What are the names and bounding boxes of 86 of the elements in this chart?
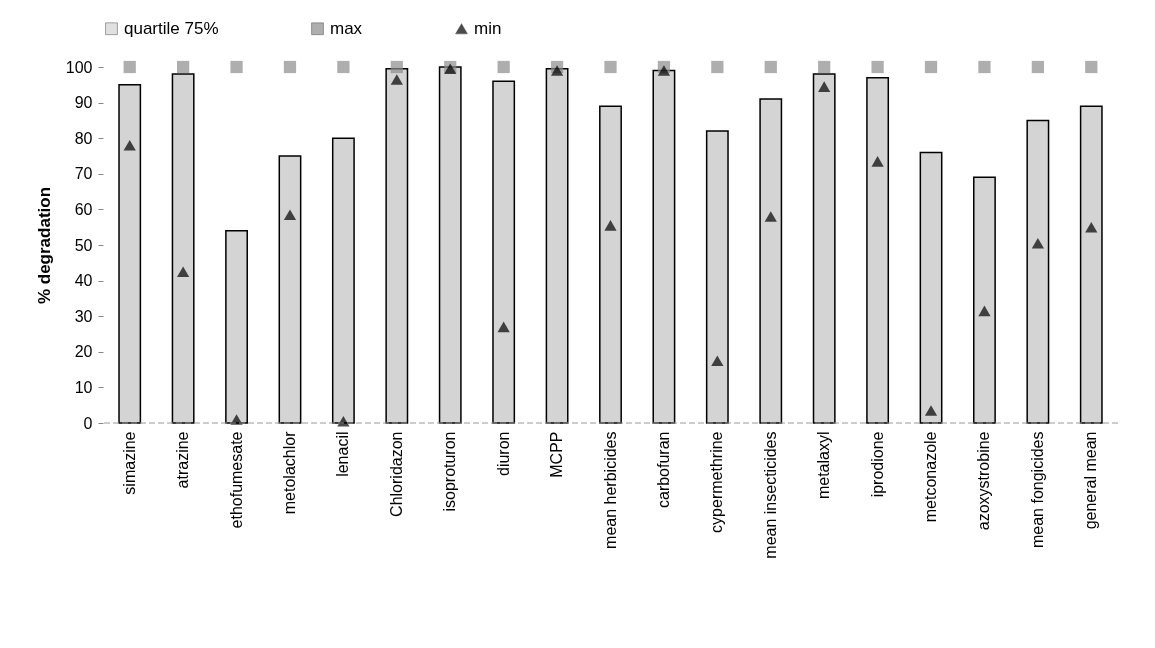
x-tick-label: carbofuran bbox=[654, 431, 672, 508]
point bbox=[177, 60, 190, 74]
x-tick-label: diuron bbox=[494, 431, 512, 476]
bar bbox=[705, 130, 729, 424]
point bbox=[1085, 60, 1098, 74]
point bbox=[871, 60, 884, 74]
bar bbox=[599, 105, 622, 424]
point bbox=[978, 60, 991, 74]
x-tick-label: mean herbicides bbox=[601, 431, 619, 549]
point bbox=[337, 60, 350, 74]
y-tick-label: 80 bbox=[74, 129, 93, 147]
bar bbox=[919, 151, 943, 424]
x-tick-label: isoproturon bbox=[441, 431, 459, 512]
x-tick-label: lenacil bbox=[334, 431, 352, 477]
y-tick-label: 20 bbox=[74, 343, 93, 361]
point bbox=[230, 60, 243, 74]
point bbox=[177, 266, 190, 277]
bar bbox=[492, 80, 516, 424]
point bbox=[390, 60, 403, 74]
y-tick-label: 30 bbox=[74, 307, 93, 325]
legend-label: max bbox=[330, 18, 363, 38]
x-tick-label: MCPP bbox=[548, 431, 566, 478]
y-tick-label: 0 bbox=[83, 414, 93, 432]
x-tick-label: Chloridazon bbox=[387, 431, 405, 517]
point bbox=[337, 415, 350, 427]
y-axis-title: % degradation bbox=[34, 186, 54, 305]
x-tick-label: metalaxyl bbox=[815, 431, 833, 500]
point bbox=[550, 65, 564, 76]
point bbox=[764, 60, 777, 74]
x-tick-label: azoxystrobine bbox=[975, 431, 993, 531]
point bbox=[924, 405, 938, 416]
x-tick-label: ethofumesate bbox=[227, 431, 245, 529]
point bbox=[764, 211, 777, 222]
y-tick-label: 100 bbox=[65, 58, 93, 76]
bar bbox=[652, 69, 676, 424]
bar bbox=[225, 230, 248, 424]
bar bbox=[331, 137, 355, 424]
point bbox=[390, 74, 403, 85]
bar bbox=[118, 84, 142, 424]
y-tick-label: 70 bbox=[74, 165, 93, 183]
legend-label: quartile 75% bbox=[124, 18, 219, 38]
bar bbox=[759, 98, 783, 424]
x-tick-label: atrazine bbox=[174, 431, 192, 489]
y-tick-label: 60 bbox=[74, 200, 93, 218]
point bbox=[497, 321, 510, 333]
bar bbox=[438, 66, 462, 424]
point bbox=[871, 156, 884, 167]
x-tick-label: cypermethrine bbox=[708, 431, 726, 533]
bar bbox=[973, 176, 996, 424]
point bbox=[497, 60, 510, 74]
legend-label: min bbox=[474, 18, 502, 38]
bar bbox=[545, 68, 569, 424]
point bbox=[283, 209, 297, 221]
point bbox=[283, 60, 297, 74]
point bbox=[123, 60, 136, 74]
point bbox=[1085, 221, 1098, 233]
bar bbox=[171, 73, 195, 424]
point bbox=[123, 140, 136, 151]
x-tick-label: iprodione bbox=[868, 431, 886, 498]
y-tick-label: 90 bbox=[74, 94, 93, 112]
point bbox=[978, 305, 991, 317]
y-tick-label: 50 bbox=[74, 236, 93, 254]
point bbox=[604, 60, 617, 74]
bar bbox=[1079, 105, 1103, 424]
point bbox=[818, 81, 831, 92]
point bbox=[924, 60, 938, 74]
x-tick-label: metolachlor bbox=[280, 430, 298, 515]
x-tick-label: mean fongicides bbox=[1028, 431, 1046, 549]
x-tick-label: mean insecticides bbox=[761, 431, 779, 559]
point bbox=[711, 60, 724, 74]
point bbox=[711, 355, 724, 366]
point bbox=[657, 65, 671, 76]
point bbox=[1031, 60, 1044, 74]
bar bbox=[1026, 119, 1050, 424]
x-tick-label: general mean bbox=[1082, 431, 1100, 530]
bar bbox=[385, 68, 409, 424]
bar bbox=[278, 155, 302, 424]
x-tick-label: simazine bbox=[120, 431, 138, 495]
y-tick-label: 40 bbox=[74, 272, 93, 290]
point bbox=[1031, 237, 1044, 249]
x-tick-label: metconazole bbox=[922, 431, 940, 523]
bar bbox=[866, 76, 890, 424]
bar bbox=[812, 73, 836, 424]
point bbox=[604, 220, 617, 231]
point bbox=[818, 60, 831, 74]
y-tick-label: 10 bbox=[74, 378, 93, 396]
